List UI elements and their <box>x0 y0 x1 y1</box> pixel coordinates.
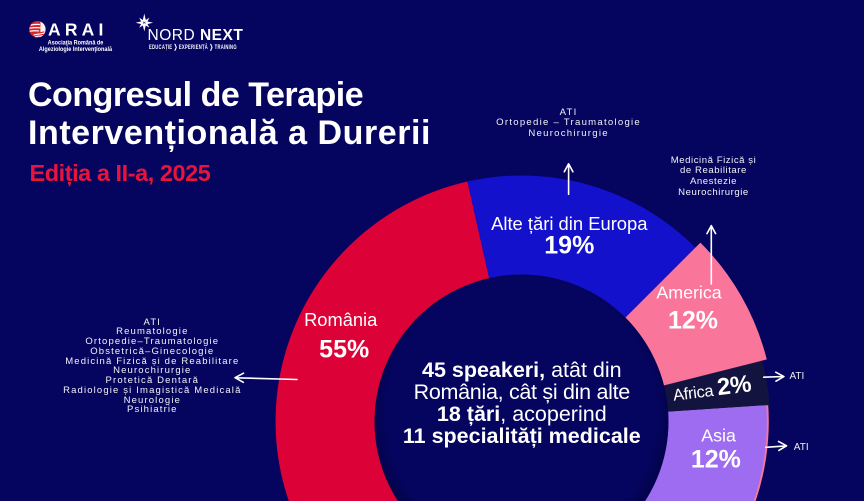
svg-text:EDUCAȚIE ❯ EXPERIENȚĂ ❯ TRAINI: EDUCAȚIE ❯ EXPERIENȚĂ ❯ TRAINING <box>149 43 237 51</box>
svg-text:ARAI: ARAI <box>48 20 108 40</box>
svg-text:NORD NEXT: NORD NEXT <box>148 27 244 44</box>
svg-text:Asociaţia Română de: Asociaţia Română de <box>48 40 104 46</box>
svg-text:Algeziologie Intervenţională: Algeziologie Intervenţională <box>39 47 113 53</box>
